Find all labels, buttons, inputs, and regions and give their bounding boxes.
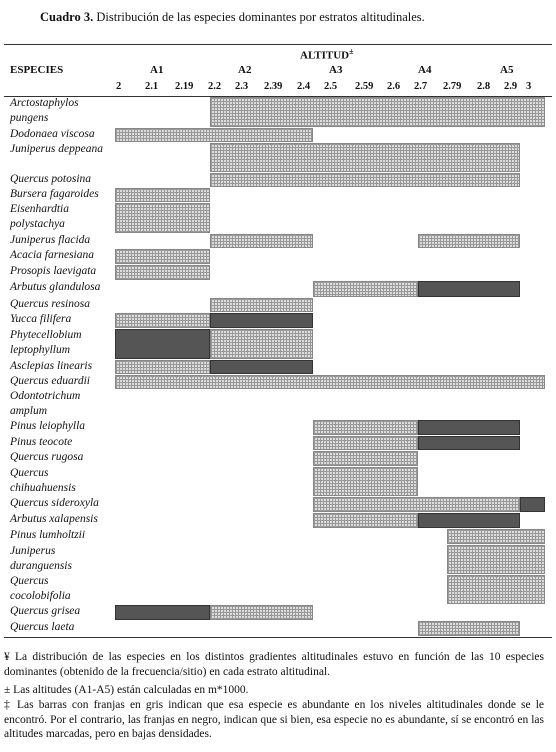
species-name: Juniperus deppeana xyxy=(10,143,103,155)
species-name: Quercus chihuahuensis xyxy=(10,467,76,495)
species-header: ESPECIES xyxy=(10,64,64,76)
footnote: ¥ La distribución de las especies en los… xyxy=(4,651,544,678)
species-name: Arbutus glandulosa xyxy=(10,281,101,293)
rule xyxy=(4,44,552,45)
altitude-label: 2.7 xyxy=(414,81,428,92)
group-label: A4 xyxy=(418,64,432,76)
species-name: Pinus lumholtzii xyxy=(10,529,86,541)
altitude-header: ALTITUD± xyxy=(300,47,354,62)
abundant-bar xyxy=(115,203,210,233)
abundant-bar xyxy=(210,605,313,620)
altitude-label: 3 xyxy=(526,81,532,92)
altitude-label: 2.1 xyxy=(145,81,159,92)
abundant-bar xyxy=(447,545,545,574)
title: Cuadro 3. Distribución de las especies d… xyxy=(40,10,425,25)
abundant-bar xyxy=(115,265,210,280)
group-label: A1 xyxy=(150,64,164,76)
abundant-bar xyxy=(115,188,210,202)
species-name: Arbutus xalapensis xyxy=(10,513,98,525)
species-name: Juniperus flacida xyxy=(10,234,91,246)
altitude-label: ALTITUD xyxy=(300,49,350,62)
altitude-label: 2.39 xyxy=(264,81,283,92)
altitude-label: 2.4 xyxy=(297,81,311,92)
altitude-label: 2.3 xyxy=(235,81,249,92)
abundant-bar xyxy=(210,173,520,187)
abundant-bar xyxy=(115,128,313,142)
abundant-bar xyxy=(313,281,418,297)
species-name: Acacia farnesiana xyxy=(10,249,94,261)
species-name: Pinus leiophylla xyxy=(10,420,86,432)
species-name: Arctostaphylos pungens xyxy=(10,97,79,125)
abundant-bar xyxy=(313,436,418,450)
footnote: ‡ Las barras con franjas en gris indican… xyxy=(4,699,544,740)
rule xyxy=(4,96,552,97)
abundant-bar xyxy=(115,360,210,374)
low-density-bar xyxy=(115,605,210,620)
low-density-bar xyxy=(418,281,520,297)
altitude-label: 2.9 xyxy=(504,81,518,92)
group-label: A2 xyxy=(238,64,252,76)
low-density-bar xyxy=(418,436,520,450)
species-name: Asclepias linearis xyxy=(10,360,93,372)
species-name: Odontotrichum amplum xyxy=(10,390,81,418)
altitude-label: 2.79 xyxy=(443,81,462,92)
altitude-label: 2.2 xyxy=(208,81,222,92)
low-density-bar xyxy=(418,513,520,528)
abundant-bar xyxy=(210,298,313,312)
abundant-bar xyxy=(210,143,520,172)
species-name: Quercus cocolobifolia xyxy=(10,575,71,603)
species-name: Quercus laeta xyxy=(10,621,75,633)
abundant-bar xyxy=(447,575,545,604)
abundant-bar xyxy=(313,420,418,435)
low-density-bar xyxy=(520,497,545,512)
abundant-bar xyxy=(418,234,520,248)
species-name: Quercus resinosa xyxy=(10,298,90,310)
low-density-bar xyxy=(418,420,520,435)
species-name: Juniperus duranguensis xyxy=(10,545,72,573)
species-name: Phytecellobium leptophyllum xyxy=(10,329,82,357)
title-label: Cuadro 3. xyxy=(40,10,94,24)
altitude-label: 2.6 xyxy=(387,81,401,92)
abundant-bar xyxy=(313,467,418,496)
species-name: Eisenhardtia polystachya xyxy=(10,203,69,231)
species-name: Dodonaea viscosa xyxy=(10,128,95,140)
altitude-label: 2.59 xyxy=(355,81,374,92)
species-name: Quercus rugosa xyxy=(10,451,84,463)
abundant-bar xyxy=(447,529,545,544)
group-label: A3 xyxy=(329,64,343,76)
altitude-label: 2.19 xyxy=(175,81,194,92)
species-name: Quercus potosina xyxy=(10,173,92,185)
abundant-bar xyxy=(418,621,520,636)
species-name: Yucca filifera xyxy=(10,313,72,325)
low-density-bar xyxy=(210,313,313,328)
species-name: Quercus sideroxyla xyxy=(10,497,99,509)
altitude-label: 2 xyxy=(116,81,122,92)
low-density-bar xyxy=(115,329,210,359)
title-text: Distribución de las especies dominantes … xyxy=(96,10,425,24)
abundant-bar xyxy=(313,451,418,466)
species-name: Bursera fagaroides xyxy=(10,188,99,200)
abundant-bar xyxy=(210,234,313,248)
abundant-bar xyxy=(115,249,210,264)
altitude-mark: ± xyxy=(349,47,354,56)
abundant-bar xyxy=(115,313,210,328)
abundant-bar xyxy=(210,97,545,127)
species-name: Pinus teocote xyxy=(10,436,73,448)
species-name: Quercus grisea xyxy=(10,605,81,617)
species-name: Quercus eduardii xyxy=(10,375,90,387)
abundant-bar xyxy=(210,329,313,359)
species-name: Prosopis laevigata xyxy=(10,265,97,277)
rule xyxy=(4,637,552,638)
abundant-bar xyxy=(313,497,520,512)
abundant-bar xyxy=(313,513,418,528)
altitude-label: 2.8 xyxy=(477,81,491,92)
low-density-bar xyxy=(210,360,313,374)
abundant-bar xyxy=(115,375,545,389)
altitude-label: 2.5 xyxy=(324,81,338,92)
footnote: ± Las altitudes (A1-A5) están calculadas… xyxy=(4,684,249,696)
group-label: A5 xyxy=(500,64,514,76)
